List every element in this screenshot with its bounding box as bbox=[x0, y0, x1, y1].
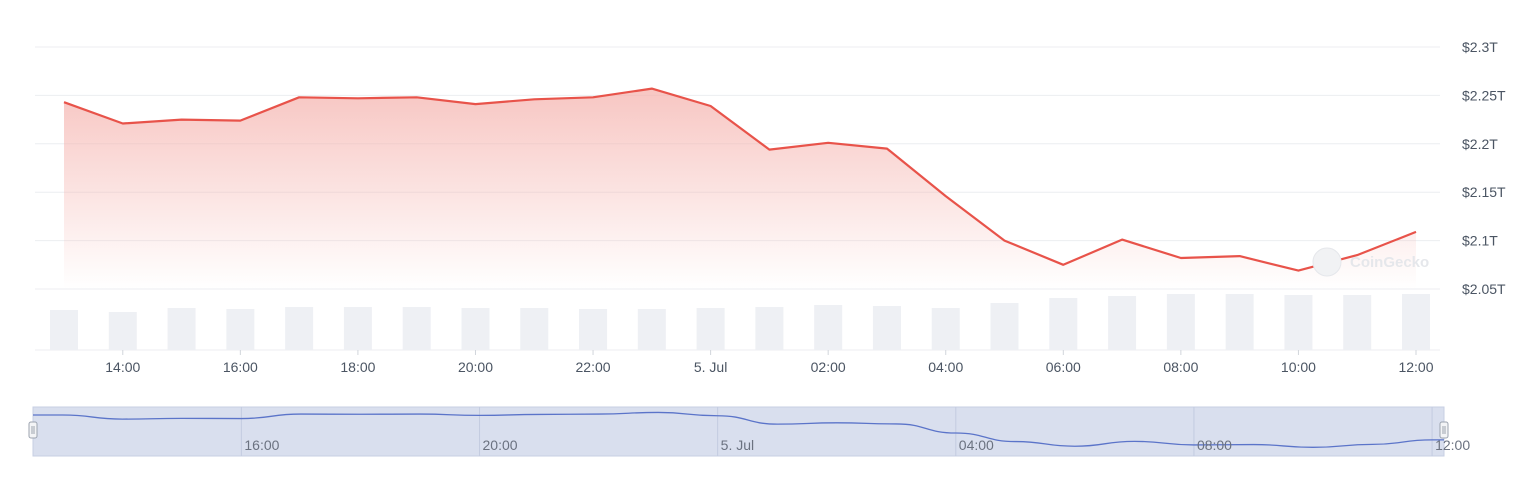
price-point[interactable] bbox=[1118, 236, 1126, 244]
x-tick-label: 08:00 bbox=[1163, 359, 1198, 375]
x-tick-label: 22:00 bbox=[576, 359, 611, 375]
price-point[interactable] bbox=[1294, 267, 1302, 275]
volume-bar bbox=[285, 307, 314, 350]
volume-bar bbox=[1402, 294, 1430, 350]
x-axis: 14:00 16:00 18:00 20:00 22:00 5. Jul 02:00 04:0… bbox=[105, 350, 1434, 375]
volume-bar bbox=[1166, 294, 1195, 350]
navigator-tick-label: 12:00 bbox=[1435, 437, 1470, 453]
price-line bbox=[63, 87, 1417, 272]
price-point[interactable] bbox=[1177, 254, 1185, 262]
navigator-tick-label: 16:00 bbox=[244, 437, 279, 453]
volume-bar bbox=[1284, 295, 1313, 350]
y-tick-label: $2.1T bbox=[1462, 233, 1498, 249]
price-point[interactable] bbox=[471, 100, 479, 108]
x-tick-label: 16:00 bbox=[223, 359, 258, 375]
navigator-tick-label: 04:00 bbox=[959, 437, 994, 453]
volume-bar bbox=[755, 307, 784, 350]
price-area bbox=[64, 88, 1416, 289]
volume-bar bbox=[1108, 296, 1137, 350]
price-point[interactable] bbox=[589, 93, 597, 101]
watermark-text: CoinGecko bbox=[1350, 254, 1429, 271]
y-tick-label: $2.15T bbox=[1462, 184, 1506, 200]
y-axis: $2.3T $2.25T $2.2T $2.15T $2.1T $2.05T bbox=[1462, 39, 1506, 297]
range-navigator[interactable]: 16:00 20:00 5. Jul 04:00 08:00 12:00 bbox=[28, 406, 1470, 457]
price-point[interactable] bbox=[883, 145, 891, 153]
price-point[interactable] bbox=[119, 119, 127, 127]
volume-bar bbox=[931, 308, 960, 350]
x-tick-label: 10:00 bbox=[1281, 359, 1316, 375]
navigator-series-line bbox=[33, 411, 1444, 448]
volume-bar bbox=[226, 309, 255, 350]
x-tick-label: 06:00 bbox=[1046, 359, 1081, 375]
navigator-tick-label: 08:00 bbox=[1197, 437, 1232, 453]
volume-bar bbox=[1343, 295, 1372, 350]
price-point[interactable] bbox=[765, 146, 773, 154]
x-tick-label: 14:00 bbox=[105, 359, 140, 375]
volume-bar bbox=[696, 308, 725, 350]
volume-bars bbox=[50, 294, 1430, 350]
price-point[interactable] bbox=[236, 117, 244, 125]
price-area-fill bbox=[64, 88, 1416, 289]
price-point[interactable] bbox=[707, 102, 715, 110]
price-point[interactable] bbox=[295, 93, 303, 101]
x-tick-label: 04:00 bbox=[928, 359, 963, 375]
y-tick-label: $2.2T bbox=[1462, 136, 1498, 152]
navigator-tick-labels: 16:00 20:00 5. Jul 04:00 08:00 12:00 bbox=[244, 437, 1470, 453]
volume-bar bbox=[637, 309, 666, 350]
price-point[interactable] bbox=[1236, 252, 1244, 260]
volume-bar bbox=[814, 305, 843, 350]
price-line-path bbox=[63, 87, 1417, 272]
x-tick-label: 12:00 bbox=[1398, 359, 1433, 375]
volume-bar bbox=[579, 309, 608, 350]
price-point[interactable] bbox=[942, 192, 950, 200]
coingecko-logo-icon bbox=[1312, 247, 1342, 277]
y-tick-label: $2.25T bbox=[1462, 87, 1506, 103]
volume-bar bbox=[461, 308, 490, 350]
price-point[interactable] bbox=[178, 116, 186, 124]
volume-bar bbox=[50, 310, 78, 350]
price-point[interactable] bbox=[648, 85, 656, 93]
price-point[interactable] bbox=[1001, 237, 1009, 245]
volume-bar bbox=[167, 308, 196, 350]
x-tick-label: 5. Jul bbox=[694, 359, 727, 375]
volume-bar bbox=[872, 306, 901, 350]
volume-bar bbox=[990, 303, 1019, 350]
navigator-right-handle[interactable] bbox=[1439, 421, 1449, 439]
navigator-tick-label: 20:00 bbox=[483, 437, 518, 453]
volume-bar bbox=[1049, 298, 1078, 350]
price-point[interactable] bbox=[60, 98, 68, 106]
price-point[interactable] bbox=[1412, 228, 1420, 236]
volume-bar bbox=[1225, 294, 1254, 350]
navigator-left-handle[interactable] bbox=[28, 421, 38, 439]
coingecko-watermark: CoinGecko bbox=[1312, 247, 1429, 277]
x-tick-label: 02:00 bbox=[811, 359, 846, 375]
volume-bar bbox=[343, 307, 372, 350]
x-tick-label: 18:00 bbox=[340, 359, 375, 375]
price-point[interactable] bbox=[413, 93, 421, 101]
volume-bar bbox=[520, 308, 549, 350]
navigator-background[interactable] bbox=[32, 406, 1445, 457]
price-point[interactable] bbox=[1059, 261, 1067, 269]
volume-bar bbox=[402, 307, 431, 350]
navigator-tick-label: 5. Jul bbox=[721, 437, 754, 453]
price-point[interactable] bbox=[354, 94, 362, 102]
handle-grip[interactable] bbox=[28, 421, 38, 439]
volume-bar bbox=[108, 312, 137, 350]
x-tick-label: 20:00 bbox=[458, 359, 493, 375]
y-tick-label: $2.3T bbox=[1462, 39, 1498, 55]
handle-grip[interactable] bbox=[1439, 421, 1449, 439]
price-point[interactable] bbox=[530, 95, 538, 103]
y-tick-label: $2.05T bbox=[1462, 281, 1506, 297]
price-point[interactable] bbox=[824, 139, 832, 147]
